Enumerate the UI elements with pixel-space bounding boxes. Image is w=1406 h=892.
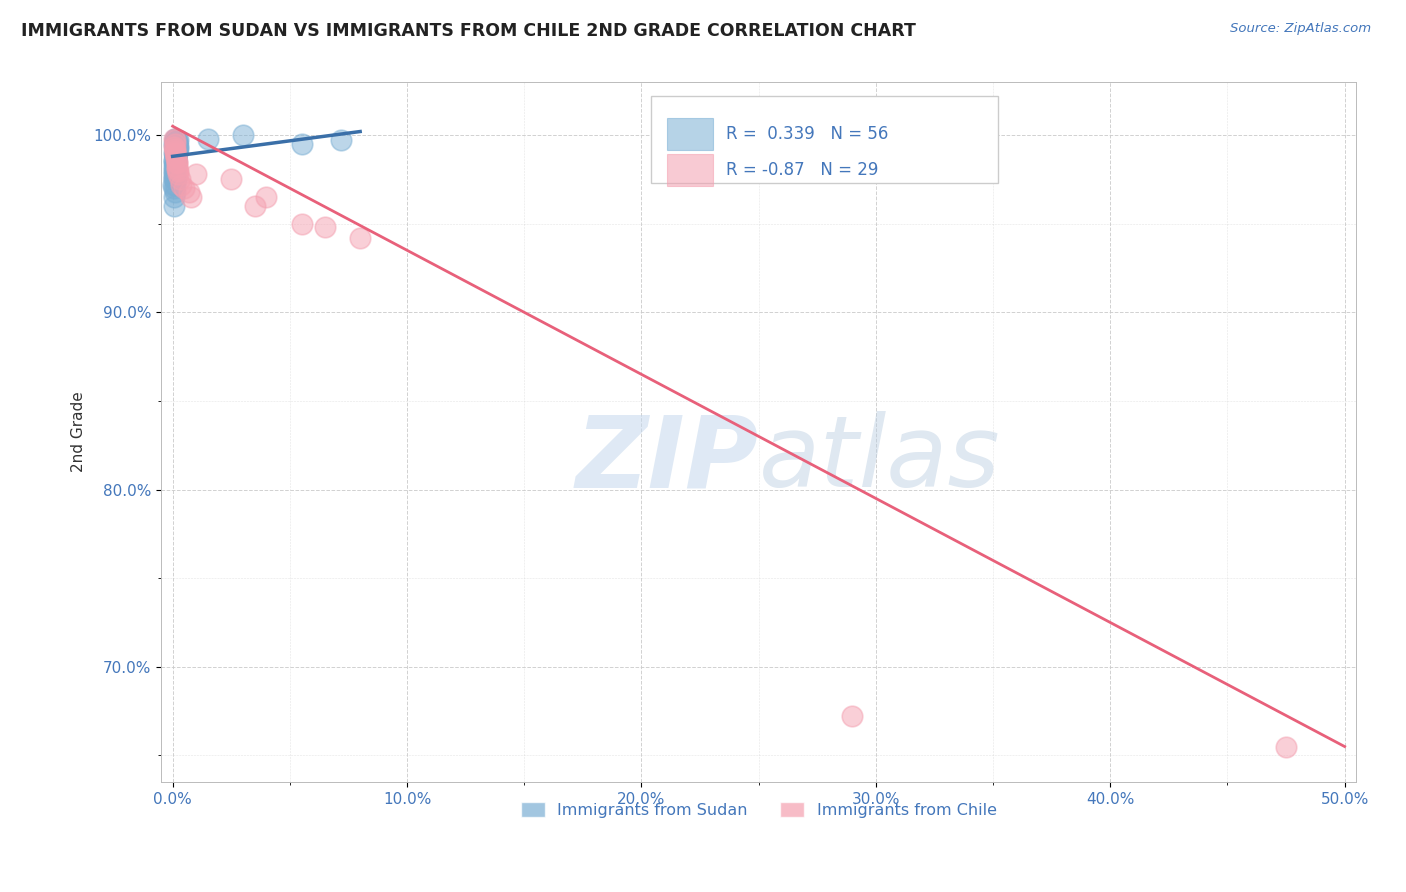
Point bbox=[163, 158, 186, 172]
Point bbox=[166, 163, 188, 178]
Point bbox=[166, 161, 188, 176]
Point bbox=[165, 151, 187, 165]
Legend: Immigrants from Sudan, Immigrants from Chile: Immigrants from Sudan, Immigrants from C… bbox=[515, 796, 1002, 824]
Point bbox=[163, 170, 186, 185]
Point bbox=[165, 145, 187, 160]
Point bbox=[165, 149, 187, 163]
Point bbox=[163, 147, 186, 161]
Point bbox=[166, 144, 188, 158]
Point bbox=[165, 153, 187, 167]
FancyBboxPatch shape bbox=[666, 118, 713, 150]
Point bbox=[330, 133, 353, 147]
Point bbox=[163, 178, 186, 192]
Point bbox=[163, 144, 186, 158]
Text: atlas: atlas bbox=[759, 411, 1000, 508]
Point bbox=[166, 133, 188, 147]
Point bbox=[163, 145, 186, 160]
Point bbox=[163, 199, 186, 213]
Point bbox=[167, 142, 190, 156]
Point bbox=[165, 172, 187, 186]
Point bbox=[254, 190, 277, 204]
Point bbox=[173, 181, 195, 195]
Text: R = -0.87   N = 29: R = -0.87 N = 29 bbox=[727, 161, 879, 179]
Point bbox=[232, 128, 254, 142]
Point bbox=[163, 185, 186, 199]
Point bbox=[163, 133, 186, 147]
Y-axis label: 2nd Grade: 2nd Grade bbox=[72, 392, 86, 473]
Point bbox=[162, 160, 184, 174]
Point bbox=[166, 140, 188, 154]
Point bbox=[165, 140, 187, 154]
Point bbox=[165, 160, 187, 174]
Point bbox=[162, 178, 184, 192]
Point bbox=[314, 220, 336, 235]
Point bbox=[166, 133, 188, 147]
Point bbox=[163, 154, 186, 169]
Point bbox=[163, 131, 186, 145]
Point bbox=[165, 144, 187, 158]
Point bbox=[165, 135, 187, 149]
Point bbox=[163, 167, 186, 181]
Point bbox=[166, 144, 188, 158]
Point bbox=[165, 140, 187, 154]
Text: Source: ZipAtlas.com: Source: ZipAtlas.com bbox=[1230, 22, 1371, 36]
Point bbox=[166, 154, 188, 169]
Point bbox=[165, 151, 187, 165]
Point bbox=[166, 135, 188, 149]
Point bbox=[163, 145, 186, 160]
Point bbox=[163, 131, 186, 145]
Point bbox=[165, 145, 187, 160]
Point bbox=[165, 151, 187, 165]
Point bbox=[163, 136, 186, 151]
FancyBboxPatch shape bbox=[651, 96, 998, 184]
Point bbox=[166, 160, 188, 174]
Point bbox=[290, 217, 312, 231]
FancyBboxPatch shape bbox=[666, 154, 713, 186]
Point bbox=[163, 163, 186, 178]
Point bbox=[166, 138, 188, 153]
Text: ZIP: ZIP bbox=[575, 411, 759, 508]
Point bbox=[166, 136, 188, 151]
Text: IMMIGRANTS FROM SUDAN VS IMMIGRANTS FROM CHILE 2ND GRADE CORRELATION CHART: IMMIGRANTS FROM SUDAN VS IMMIGRANTS FROM… bbox=[21, 22, 915, 40]
Point bbox=[163, 161, 186, 176]
Point bbox=[163, 142, 186, 156]
Point bbox=[169, 172, 191, 186]
Point bbox=[163, 190, 186, 204]
Point bbox=[163, 142, 186, 156]
Point bbox=[197, 131, 219, 145]
Point bbox=[165, 149, 187, 163]
Point bbox=[166, 156, 188, 170]
Point bbox=[165, 167, 187, 181]
Point bbox=[165, 154, 187, 169]
Point bbox=[170, 178, 193, 192]
Point bbox=[1275, 739, 1298, 754]
Point bbox=[290, 136, 312, 151]
Point bbox=[163, 172, 186, 186]
Point bbox=[841, 709, 863, 723]
Point bbox=[184, 167, 207, 181]
Point bbox=[163, 140, 186, 154]
Point bbox=[163, 153, 186, 167]
Point bbox=[167, 167, 190, 181]
Point bbox=[165, 138, 187, 153]
Point bbox=[243, 199, 266, 213]
Point bbox=[166, 142, 188, 156]
Point bbox=[165, 140, 187, 154]
Point bbox=[180, 190, 202, 204]
Point bbox=[163, 136, 186, 151]
Point bbox=[166, 145, 188, 160]
Point bbox=[163, 149, 186, 163]
Point bbox=[219, 172, 242, 186]
Point bbox=[177, 185, 200, 199]
Text: R =  0.339   N = 56: R = 0.339 N = 56 bbox=[727, 125, 889, 143]
Point bbox=[165, 147, 187, 161]
Point bbox=[163, 136, 186, 151]
Point bbox=[163, 154, 186, 169]
Point bbox=[349, 231, 371, 245]
Point bbox=[162, 181, 184, 195]
Point bbox=[165, 131, 187, 145]
